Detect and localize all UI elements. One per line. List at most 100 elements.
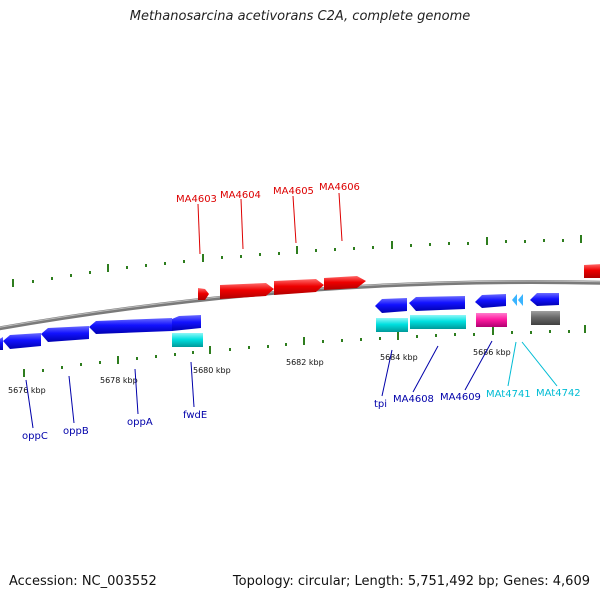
ruler-tick bbox=[397, 332, 399, 340]
topology-text: Topology: circular; Length: 5,751,492 bp… bbox=[232, 574, 590, 589]
gene-MA4608[interactable] bbox=[409, 296, 465, 311]
ruler-tick bbox=[473, 333, 475, 336]
ruler-tick bbox=[12, 279, 14, 287]
ruler-tick bbox=[229, 348, 231, 351]
ruler-tick bbox=[379, 337, 381, 340]
gene-MA4605[interactable] bbox=[274, 279, 324, 295]
ruler-tick bbox=[248, 346, 250, 349]
feature-gray-inner[interactable] bbox=[531, 311, 560, 325]
gene-MA4604[interactable] bbox=[220, 283, 274, 299]
gene-oppB[interactable] bbox=[41, 326, 89, 342]
inner-ring-features bbox=[172, 311, 560, 347]
ruler-tick bbox=[70, 274, 72, 277]
ruler-tick bbox=[391, 241, 393, 249]
gene-label-oppA[interactable]: oppA bbox=[127, 417, 153, 428]
tick-label: 5682 kbp bbox=[286, 358, 324, 367]
feature-tpi-inner[interactable] bbox=[376, 318, 408, 332]
gene-label-MA4606[interactable]: MA4606 bbox=[319, 182, 360, 193]
gene-label-oppC[interactable]: oppC bbox=[22, 431, 48, 442]
gene-label-MA4603[interactable]: MA4603 bbox=[176, 194, 217, 205]
leader-line bbox=[464, 340, 493, 391]
ruler-tick bbox=[562, 239, 564, 242]
feature-fwdE-inner[interactable] bbox=[172, 333, 203, 347]
tick-label: 5684 kbp bbox=[380, 353, 418, 362]
gene-MA4606[interactable] bbox=[324, 276, 366, 290]
forward-labels bbox=[197, 192, 343, 255]
ruler-tick bbox=[549, 330, 551, 333]
ruler-tick bbox=[145, 264, 147, 267]
leader-line bbox=[381, 349, 393, 397]
gene-label-MA4609[interactable]: MA4609 bbox=[440, 392, 481, 403]
ruler-tick bbox=[285, 343, 287, 346]
feature-fragment[interactable] bbox=[198, 288, 209, 300]
gene-oppC[interactable] bbox=[3, 333, 41, 349]
gene-label-MA4604[interactable]: MA4604 bbox=[220, 190, 261, 201]
tick-label: 5676 kbp bbox=[8, 386, 46, 395]
ruler-tick bbox=[32, 280, 34, 283]
gene-partial-left[interactable] bbox=[0, 337, 3, 350]
ruler-tick bbox=[524, 240, 526, 243]
ruler-tick bbox=[240, 255, 242, 258]
ruler-tick bbox=[99, 361, 101, 364]
ruler-tick bbox=[267, 345, 269, 348]
ruler-tick bbox=[511, 331, 513, 334]
ruler-tick bbox=[467, 242, 469, 245]
ruler-tick bbox=[155, 355, 157, 358]
ruler-tick bbox=[334, 248, 336, 251]
ruler-tick bbox=[23, 369, 25, 377]
gene-right-reverse[interactable] bbox=[530, 293, 559, 306]
tick-label: 5678 kbp bbox=[100, 376, 138, 385]
feature-MA4609-inner[interactable] bbox=[476, 313, 507, 327]
ruler-tick bbox=[580, 235, 582, 243]
gene-label-oppB[interactable]: oppB bbox=[63, 426, 89, 437]
ruler-tick bbox=[448, 242, 450, 245]
rna-MAt4741-arrow[interactable] bbox=[512, 294, 517, 306]
leader-line bbox=[412, 345, 439, 393]
gene-label-MAt4741[interactable]: MAt4741 bbox=[486, 389, 531, 400]
gene-label-fwdE[interactable]: fwdE bbox=[183, 410, 207, 421]
ruler-tick bbox=[322, 340, 324, 343]
feature-MA4608-inner[interactable] bbox=[410, 315, 466, 329]
gene-label-MA4608[interactable]: MA4608 bbox=[393, 394, 434, 405]
gene-tpi[interactable] bbox=[375, 298, 407, 313]
ruler-tick bbox=[278, 252, 280, 255]
gene-fwdE[interactable] bbox=[172, 315, 201, 331]
inner-ruler bbox=[23, 325, 586, 377]
tick-label: 5686 kbp bbox=[473, 348, 511, 357]
ruler-tick bbox=[454, 333, 456, 336]
ruler-tick bbox=[353, 247, 355, 250]
leader-line bbox=[190, 361, 195, 408]
ruler-tick bbox=[429, 243, 431, 246]
ruler-tick bbox=[89, 271, 91, 274]
ruler-tick bbox=[183, 260, 185, 263]
ruler-tick bbox=[360, 338, 362, 341]
ruler-tick bbox=[296, 246, 298, 254]
ruler-tick bbox=[416, 335, 418, 338]
gene-MA4609[interactable] bbox=[475, 294, 506, 308]
ruler-tick bbox=[341, 339, 343, 342]
leader-line bbox=[338, 192, 343, 242]
ruler-tick bbox=[174, 353, 176, 356]
gene-label-MA4605[interactable]: MA4605 bbox=[273, 186, 314, 197]
rna-MAt4742-arrow[interactable] bbox=[518, 294, 523, 306]
ruler-tick bbox=[136, 357, 138, 360]
ruler-tick bbox=[584, 325, 586, 333]
ruler-tick bbox=[51, 277, 53, 280]
ruler-tick bbox=[435, 334, 437, 337]
ruler-tick bbox=[492, 327, 494, 335]
leader-line bbox=[292, 195, 297, 244]
gene-oppA[interactable] bbox=[89, 318, 172, 334]
outer-ruler bbox=[12, 235, 582, 287]
leader-line bbox=[25, 379, 34, 429]
ruler-tick bbox=[221, 256, 223, 259]
ruler-tick bbox=[315, 249, 317, 252]
ruler-tick bbox=[42, 369, 44, 372]
leader-line bbox=[197, 203, 201, 255]
map-title: Methanosarcina acetivorans C2A, complete… bbox=[129, 9, 471, 24]
gene-label-MAt4742[interactable]: MAt4742 bbox=[536, 388, 581, 399]
feature-edge[interactable] bbox=[584, 264, 600, 278]
leader-line bbox=[521, 341, 558, 387]
reverse-labels bbox=[25, 340, 493, 429]
leader-line bbox=[507, 341, 517, 387]
gene-label-tpi[interactable]: tpi bbox=[374, 399, 387, 410]
